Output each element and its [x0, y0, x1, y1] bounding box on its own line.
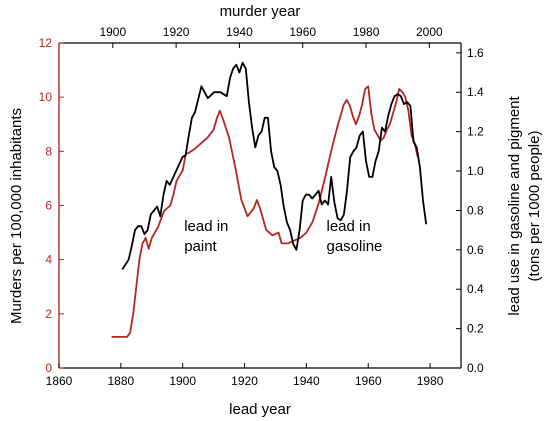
right-axis-title-line1: lead use in gasoline and pigment — [506, 96, 523, 316]
annotation-lead-paint-line2: paint — [184, 238, 217, 255]
bottom-axis: 1860 1880 1900 1920 1940 1960 1980 — [46, 363, 444, 388]
top-tick-label-1920: 1920 — [163, 25, 190, 39]
annotation-lead-paint-line1: lead in — [184, 218, 228, 235]
right-tick-label-1: 1.0 — [467, 164, 484, 178]
bottom-tick-label-1880: 1880 — [107, 374, 134, 388]
bottom-tick-label-1940: 1940 — [293, 374, 320, 388]
top-tick-label-1960: 1960 — [289, 25, 316, 39]
left-tick-label-2: 2 — [45, 307, 52, 321]
left-tick-label-6: 6 — [45, 199, 52, 213]
series-line-1 — [121, 61, 428, 270]
right-tick-label-0.6: 0.6 — [467, 243, 484, 257]
top-tick-label-1900: 1900 — [99, 25, 126, 39]
top-tick-label-1940: 1940 — [226, 25, 253, 39]
bottom-tick-label-1920: 1920 — [231, 374, 258, 388]
right-tick-label-0.4: 0.4 — [467, 282, 484, 296]
annotations: lead in paint lead in gasoline — [184, 218, 382, 255]
top-axis-title: murder year — [220, 3, 301, 20]
left-tick-label-8: 8 — [45, 144, 52, 158]
series-layer — [111, 61, 428, 338]
right-axis: 0.0 0.2 0.4 0.6 0.8 1.0 1.2 1.4 1.6 — [456, 46, 484, 375]
right-tick-label-1.6: 1.6 — [467, 46, 484, 60]
series-line-0 — [111, 85, 419, 338]
right-tick-label-0.2: 0.2 — [467, 322, 484, 336]
right-tick-label-1.2: 1.2 — [467, 125, 484, 139]
annotation-lead-paint: lead in paint — [184, 218, 232, 255]
right-tick-label-0: 0.0 — [467, 361, 484, 375]
left-axis-title: Murders per 100,000 inhabitants — [8, 108, 25, 324]
bottom-axis-title: lead year — [229, 401, 291, 418]
left-tick-label-12: 12 — [39, 36, 53, 50]
right-axis-title-line2: (tons per 1000 people) — [526, 131, 543, 282]
bottom-tick-label-1980: 1980 — [417, 374, 444, 388]
left-tick-label-10: 10 — [39, 90, 53, 104]
annotation-lead-gasoline-line2: gasoline — [327, 238, 383, 255]
left-tick-label-4: 4 — [45, 253, 52, 267]
annotation-lead-gasoline-line1: lead in — [327, 218, 371, 235]
top-tick-label-2000: 2000 — [416, 25, 443, 39]
right-tick-label-0.8: 0.8 — [467, 203, 484, 217]
right-tick-label-1.4: 1.4 — [467, 85, 484, 99]
bottom-tick-label-1960: 1960 — [355, 374, 382, 388]
top-tick-label-1980: 1980 — [353, 25, 380, 39]
left-tick-label-0: 0 — [45, 361, 52, 375]
annotation-lead-gasoline: lead in gasoline — [327, 218, 383, 255]
bottom-tick-label-1860: 1860 — [46, 374, 73, 388]
left-axis: 0 2 4 6 8 10 12 — [39, 36, 64, 375]
top-axis: 1900 1920 1940 1960 1980 2000 — [99, 25, 443, 48]
bottom-tick-label-1900: 1900 — [169, 374, 196, 388]
